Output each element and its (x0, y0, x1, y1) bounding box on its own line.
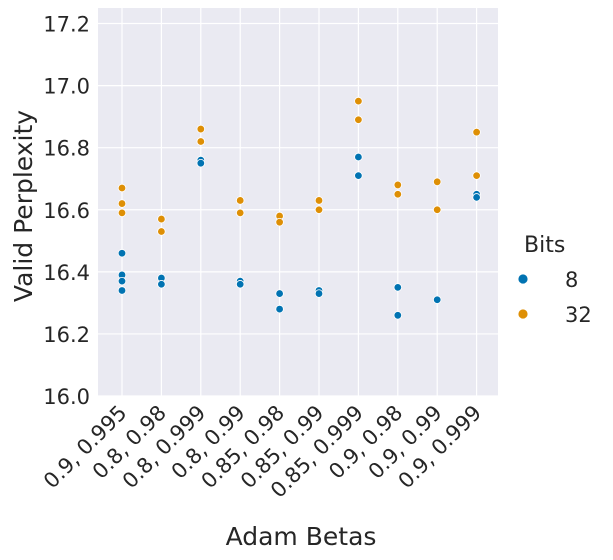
data-point-bits-8 (433, 295, 442, 304)
data-point-bits-8 (354, 171, 363, 180)
plot-area (98, 8, 498, 396)
data-point-bits-32 (433, 205, 442, 214)
data-point-bits-32 (433, 177, 442, 187)
legend-marker-bits-32 (517, 308, 529, 320)
x-axis-label: Adam Betas (226, 522, 377, 551)
data-point-bits-8 (275, 304, 284, 314)
y-tick-label: 17.2 (43, 13, 90, 37)
data-points (117, 96, 481, 320)
data-point-bits-8 (472, 193, 481, 202)
data-point-bits-8 (275, 289, 284, 298)
data-point-bits-32 (196, 124, 205, 134)
data-point-bits-32 (472, 171, 481, 180)
data-point-bits-32 (275, 217, 284, 227)
data-point-bits-8 (354, 152, 363, 162)
data-point-bits-8 (117, 249, 127, 258)
data-point-bits-8 (314, 289, 324, 298)
data-point-bits-32 (314, 205, 324, 214)
data-point-bits-8 (157, 280, 166, 289)
y-axis-label: Valid Perplexity (9, 110, 38, 302)
y-tick-label: 16.0 (43, 385, 90, 409)
data-point-bits-32 (235, 208, 245, 218)
y-tick-label: 16.6 (43, 199, 90, 223)
data-point-bits-32 (196, 137, 205, 146)
data-point-bits-8 (235, 280, 245, 289)
data-point-bits-32 (393, 190, 402, 199)
data-point-bits-8 (117, 286, 127, 295)
data-point-bits-32 (157, 227, 166, 236)
data-point-bits-32 (157, 214, 166, 224)
data-point-bits-8 (117, 276, 127, 286)
data-point-bits-32 (354, 115, 363, 124)
data-point-bits-32 (117, 183, 127, 193)
legend-title: Bits (524, 233, 565, 258)
y-tick-label: 17.0 (43, 75, 90, 99)
data-point-bits-32 (117, 199, 127, 208)
data-point-bits-32 (117, 208, 127, 218)
y-tick-label: 16.4 (43, 261, 90, 285)
data-point-bits-32 (472, 127, 481, 137)
legend-label-bits-8: 8 (565, 268, 578, 292)
data-point-bits-8 (393, 283, 402, 292)
legend-marker-bits-8 (517, 273, 529, 285)
data-point-bits-8 (196, 158, 205, 168)
data-point-bits-32 (235, 196, 245, 205)
data-point-bits-32 (314, 196, 324, 205)
y-tick-label: 16.8 (43, 137, 90, 161)
data-point-bits-32 (354, 96, 363, 106)
data-point-bits-32 (393, 180, 402, 190)
legend-label-bits-32: 32 (565, 303, 592, 327)
y-tick-label: 16.2 (43, 323, 90, 347)
legend: Bits 8 32 (517, 233, 592, 327)
data-point-bits-8 (393, 311, 402, 320)
y-axis-ticks: 16.0 16.2 16.4 16.6 16.8 17.0 17.2 (43, 13, 90, 409)
